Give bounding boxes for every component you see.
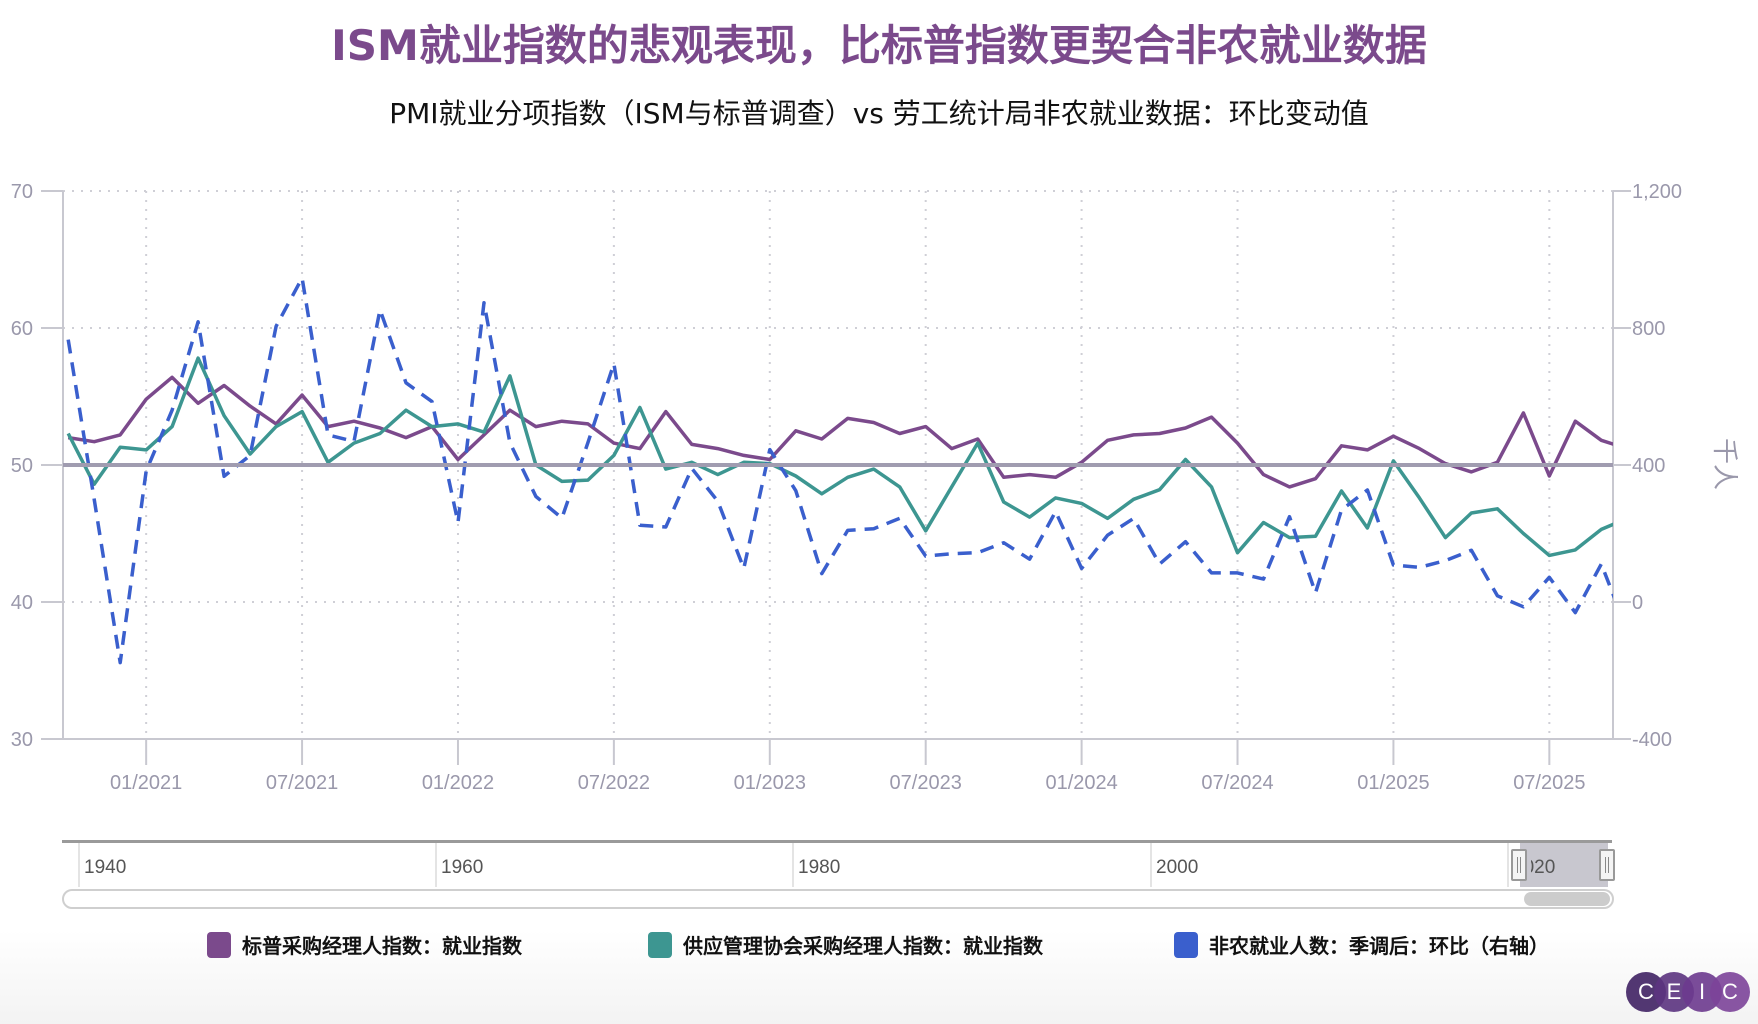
logo-letter: C	[1710, 972, 1750, 1012]
x-tick-label: 01/2021	[110, 772, 182, 794]
y-left-tick-label: 30	[11, 729, 33, 751]
navigator-year-label: 1980	[798, 857, 841, 878]
line-chart: 70 60 50 40 30 1,200 800 400 0 -400 01/2021 07/2021…	[11, 181, 1739, 794]
legend-swatch	[648, 931, 672, 958]
legend-swatch	[1174, 931, 1198, 958]
y-left-tick-label: 70	[11, 181, 33, 203]
series-group	[63, 276, 1613, 665]
navigator-selected-range[interactable]	[1520, 843, 1608, 887]
y-left-tick-label: 40	[11, 592, 33, 614]
y-right-tick-label: 400	[1632, 455, 1665, 477]
legend-swatch	[207, 931, 231, 958]
x-tick-label: 07/2022	[578, 772, 650, 794]
x-tick-label: 01/2025	[1357, 772, 1429, 794]
legend-item-sp-employment[interactable]: 标普采购经理人指数：就业指数	[207, 930, 522, 959]
navigator-year-label: 1940	[84, 857, 127, 878]
y-left-tick-label: 60	[11, 318, 33, 340]
time-navigator[interactable]: 1940 1960 1980 2000 2020	[62, 840, 1615, 887]
x-tick-label: 01/2023	[734, 772, 806, 794]
axis-labels: 70 60 50 40 30 1,200 800 400 0 -400 01/2021 07/2021…	[11, 181, 1739, 794]
navigator-right-handle[interactable]	[1599, 849, 1615, 881]
y-right-tick-label: 0	[1632, 592, 1643, 614]
legend-item-nonfarm-payrolls[interactable]: 非农就业人数：季调后：环比（右轴）	[1174, 930, 1549, 959]
y-right-axis-title: 千人	[1709, 438, 1739, 490]
navigator-year-label: 2000	[1156, 857, 1199, 878]
y-right-tick-label: 800	[1632, 318, 1665, 340]
legend-label: 非农就业人数：季调后：环比（右轴）	[1209, 934, 1549, 958]
navigator-separator	[792, 843, 794, 887]
navigator-separator	[1507, 843, 1509, 887]
x-tick-label: 01/2024	[1045, 772, 1117, 794]
x-tick-label: 07/2021	[266, 772, 338, 794]
scrollbar-thumb[interactable]	[1524, 892, 1610, 906]
navigator-separator	[1150, 843, 1152, 887]
y-left-tick-label: 50	[11, 455, 33, 477]
y-right-tick-label: -400	[1632, 729, 1672, 751]
x-tick-label: 07/2024	[1201, 772, 1273, 794]
legend-label: 标普采购经理人指数：就业指数	[242, 934, 522, 958]
navigator-scrollbar[interactable]	[62, 889, 1614, 909]
legend-label: 供应管理协会采购经理人指数：就业指数	[683, 934, 1043, 958]
navigator-year-label: 2020	[1513, 857, 1556, 878]
page-title: ISM就业指数的悲观表现，比标普指数更契合非农就业数据	[331, 21, 1427, 70]
navigator-year-label: 1960	[441, 857, 484, 878]
x-tick-label: 07/2025	[1513, 772, 1585, 794]
y-right-tick-label: 1,200	[1632, 181, 1682, 203]
x-tick-label: 07/2023	[890, 772, 962, 794]
chart-subtitle: PMI就业分项指数（ISM与标普调查）vs 劳工统计局非农就业数据：环比变动值	[389, 97, 1369, 130]
x-tick-label: 01/2022	[422, 772, 494, 794]
legend-item-ism-employment[interactable]: 供应管理协会采购经理人指数：就业指数	[648, 930, 1043, 959]
navigator-separator	[435, 843, 437, 887]
navigator-left-handle[interactable]	[1511, 849, 1527, 881]
navigator-separator	[78, 843, 80, 887]
ceic-logo: C E I C	[1626, 972, 1750, 1012]
